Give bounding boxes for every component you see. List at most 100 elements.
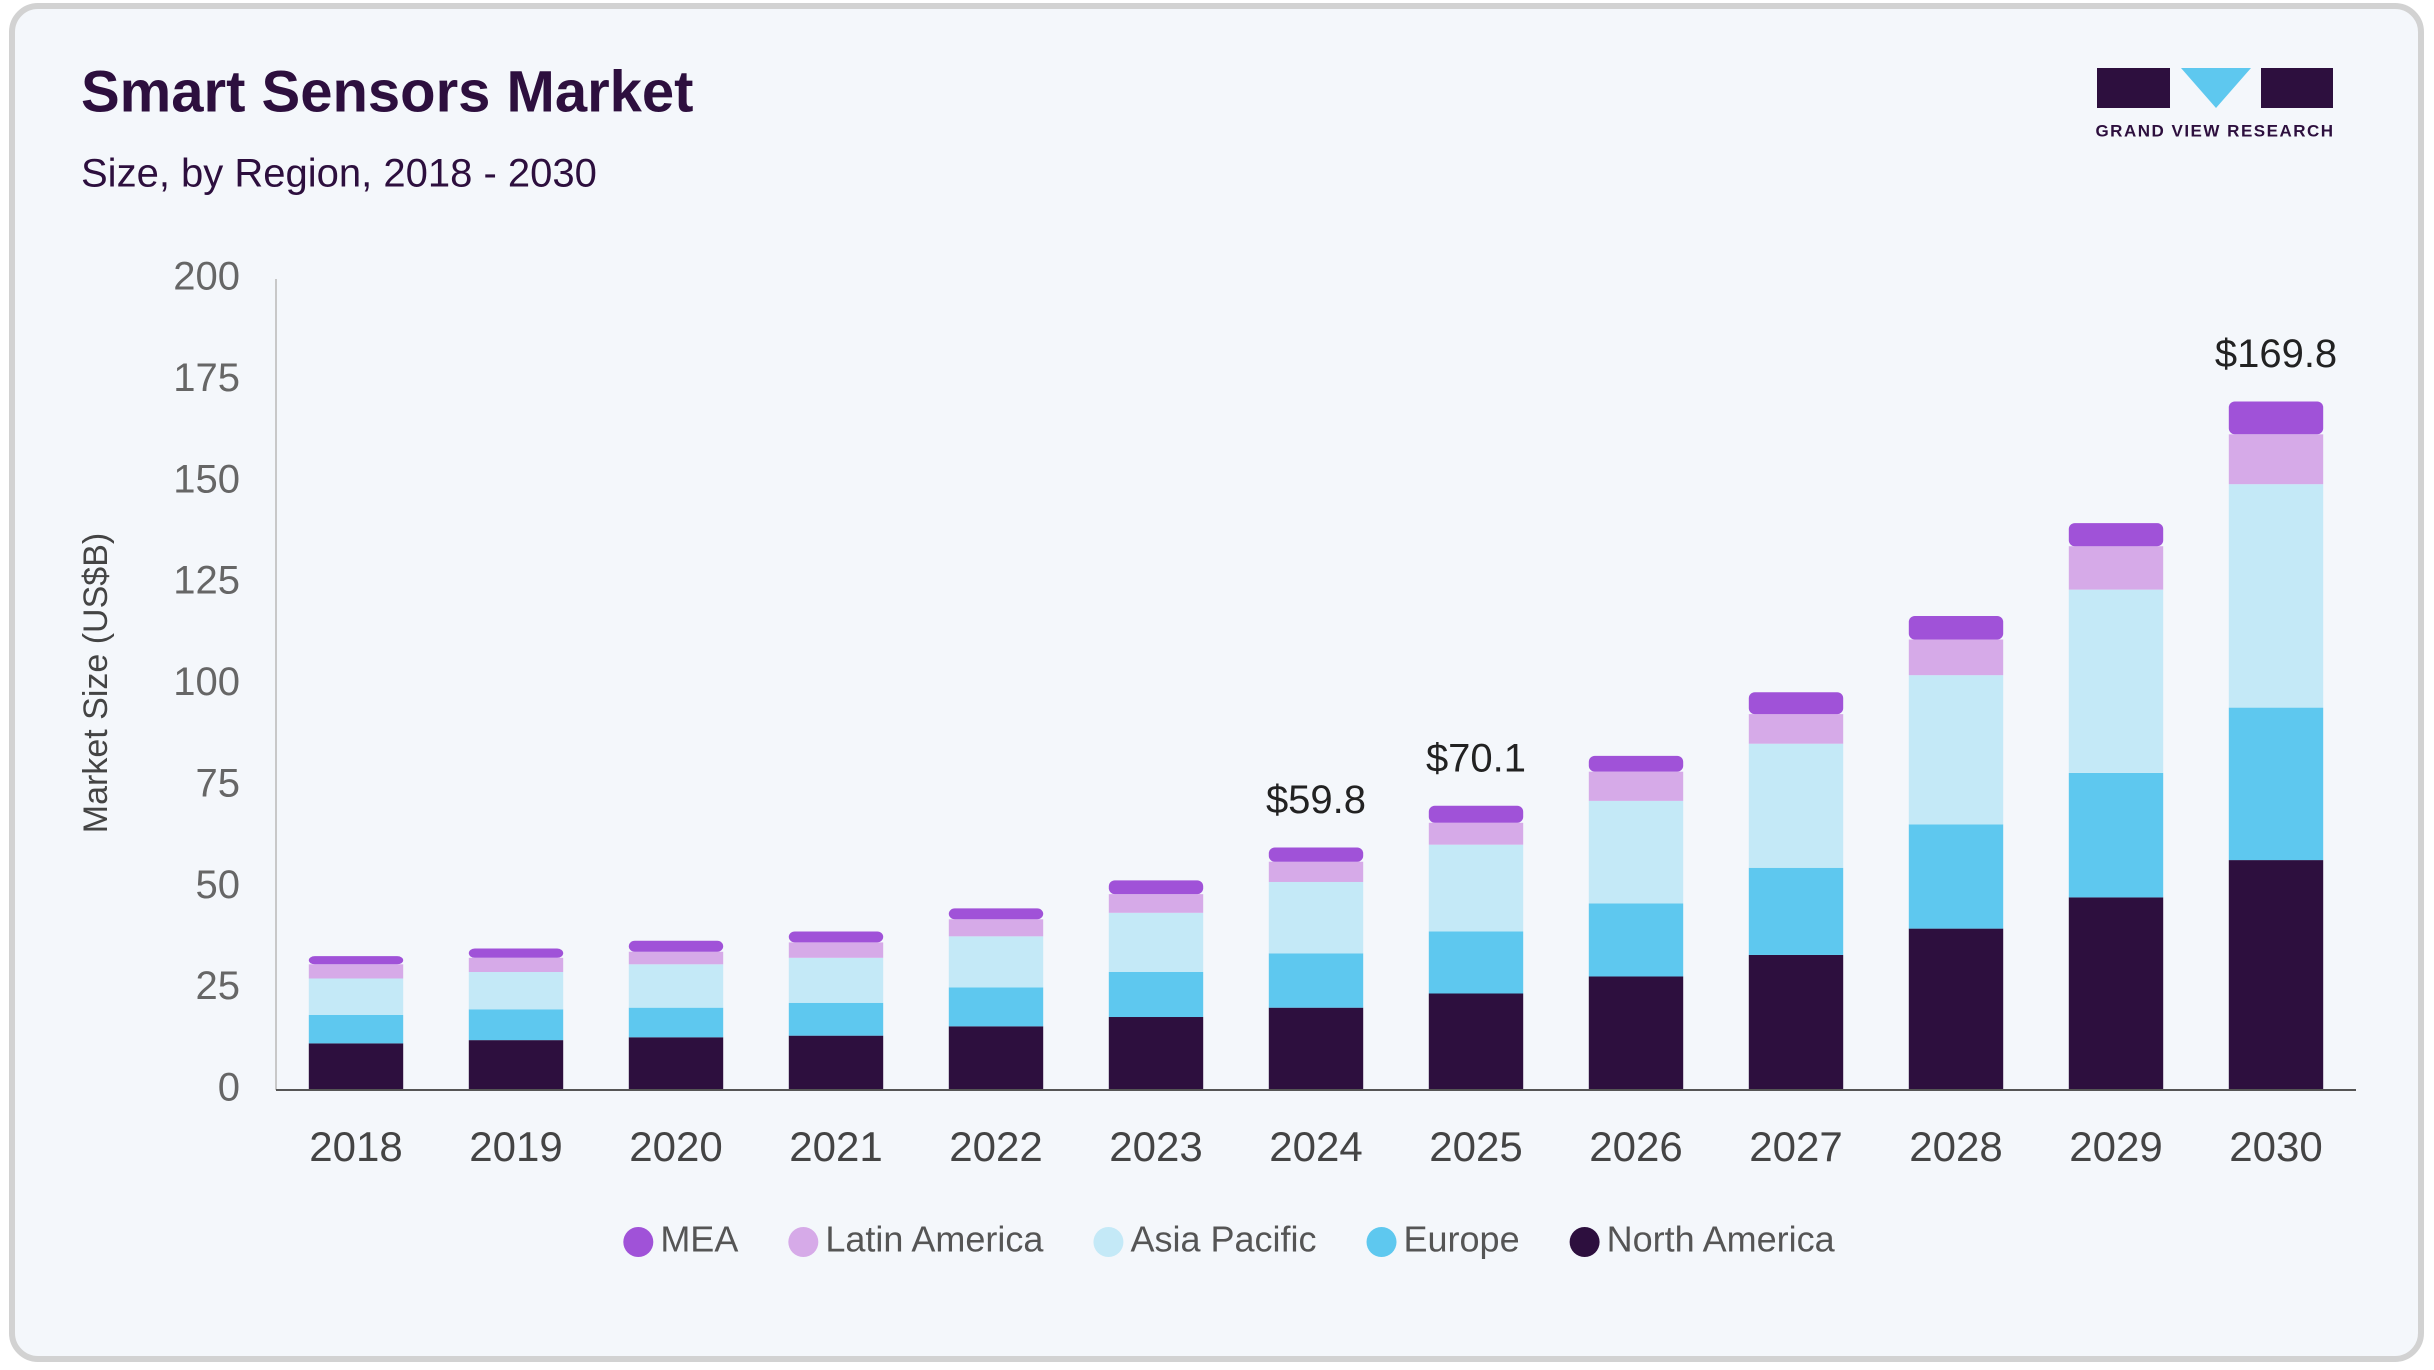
bar-segment	[1908, 824, 2004, 929]
bar-segment	[308, 978, 404, 1015]
bar-segment	[1108, 971, 1204, 1018]
bar-segment	[1908, 639, 2004, 676]
legend-label: North America	[1607, 1219, 1836, 1260]
bar-segment	[1908, 928, 2004, 1090]
y-tick-label: 150	[173, 457, 240, 501]
bar-segment	[1268, 953, 1364, 1008]
legend-label: Latin America	[825, 1219, 1044, 1260]
bar-segment	[788, 1035, 884, 1090]
legend-marker	[1569, 1227, 1600, 1257]
y-tick-label: 0	[218, 1066, 240, 1110]
bar-segment	[468, 948, 564, 958]
bar-segment	[308, 1014, 404, 1044]
bar-segment	[2228, 434, 2324, 485]
x-tick-label: 2024	[1269, 1123, 1362, 1170]
bar-segment	[1588, 800, 1684, 904]
bar-segment	[1268, 1007, 1364, 1090]
bar-segment	[1108, 894, 1204, 913]
bar-segment	[1748, 954, 1844, 1090]
legend-label: Asia Pacific	[1130, 1219, 1316, 1260]
bar-segment	[1908, 675, 2004, 825]
x-tick-label: 2029	[2069, 1123, 2162, 1170]
legend-marker	[788, 1227, 819, 1257]
y-tick-label: 125	[173, 559, 240, 603]
x-tick-label: 2023	[1109, 1123, 1202, 1170]
legend-marker	[1093, 1227, 1124, 1257]
bar-segment	[1588, 976, 1684, 1090]
bar-segment	[788, 942, 884, 958]
bar-segment	[788, 1002, 884, 1036]
bar-segment	[948, 919, 1044, 937]
y-tick-label: 200	[173, 255, 240, 299]
bar-segment	[2068, 523, 2164, 547]
bar-segment	[1108, 880, 1204, 895]
y-tick-label: 50	[196, 863, 241, 907]
bar-segment	[948, 908, 1044, 920]
bar-segment	[1428, 931, 1524, 994]
bar-segment	[628, 940, 724, 952]
bar-segment	[1428, 993, 1524, 1090]
bar-segment	[628, 1007, 724, 1038]
bar-segment	[1588, 771, 1684, 801]
bar-segment	[1428, 844, 1524, 932]
bar-segment	[2228, 484, 2324, 708]
logo-triangle	[2181, 68, 2251, 108]
bar-segment	[308, 956, 404, 965]
bar-segment	[788, 957, 884, 1003]
bar-segment	[1428, 805, 1524, 823]
y-axis-title: Market Size (US$B)	[77, 533, 115, 833]
y-tick-label: 175	[173, 356, 240, 400]
legend-marker	[1366, 1227, 1397, 1257]
bar-segment	[2068, 546, 2164, 590]
logo-block	[2097, 68, 2170, 108]
x-tick-label: 2027	[1749, 1123, 1842, 1170]
bar-segment	[2068, 772, 2164, 898]
x-tick-label: 2028	[1909, 1123, 2002, 1170]
logo: GRAND VIEW RESEARCH	[2095, 68, 2334, 140]
bar-segment	[948, 1026, 1044, 1090]
bar-segment	[468, 1009, 564, 1041]
x-tick-label: 2026	[1589, 1123, 1682, 1170]
bar-segment	[1748, 714, 1844, 744]
legend-marker	[623, 1227, 654, 1257]
bar-segment	[1748, 743, 1844, 868]
bar-segment	[1268, 847, 1364, 862]
bar-segment	[1268, 881, 1364, 954]
total-label: $169.8	[2215, 332, 2337, 376]
bar-segment	[1588, 903, 1684, 977]
bar-segment	[1108, 1017, 1204, 1090]
bar-segment	[1268, 861, 1364, 882]
bar-segment	[628, 1037, 724, 1090]
bar-segment	[628, 964, 724, 1008]
bar-segment	[2068, 589, 2164, 773]
bar-segment	[2228, 707, 2324, 861]
y-tick-label: 100	[173, 660, 240, 704]
bar-segment	[628, 951, 724, 965]
x-tick-label: 2018	[309, 1123, 402, 1170]
bar-segment	[468, 971, 564, 1010]
chart-subtitle: Size, by Region, 2018 - 2030	[81, 152, 597, 196]
bar-segment	[1748, 692, 1844, 715]
legend-label: MEA	[660, 1219, 738, 1260]
x-tick-label: 2019	[469, 1123, 562, 1170]
total-label: $70.1	[1426, 736, 1526, 780]
bar-segment	[308, 1043, 404, 1090]
bar-segment	[1588, 755, 1684, 772]
total-label: $59.8	[1266, 778, 1366, 822]
bar-segment	[788, 931, 884, 943]
x-tick-label: 2022	[949, 1123, 1042, 1170]
legend-label: Europe	[1404, 1219, 1520, 1260]
logo-text: GRAND VIEW RESEARCH	[2095, 121, 2334, 140]
bar-segment	[948, 987, 1044, 1027]
bar-segment	[1748, 867, 1844, 955]
bar-segment	[468, 1040, 564, 1090]
logo-block	[2261, 68, 2333, 108]
x-tick-label: 2030	[2229, 1123, 2322, 1170]
bar-segment	[2068, 897, 2164, 1090]
bar-segment	[2228, 401, 2324, 435]
x-tick-label: 2021	[789, 1123, 882, 1170]
x-tick-label: 2025	[1429, 1123, 1522, 1170]
y-tick-label: 75	[196, 761, 241, 805]
